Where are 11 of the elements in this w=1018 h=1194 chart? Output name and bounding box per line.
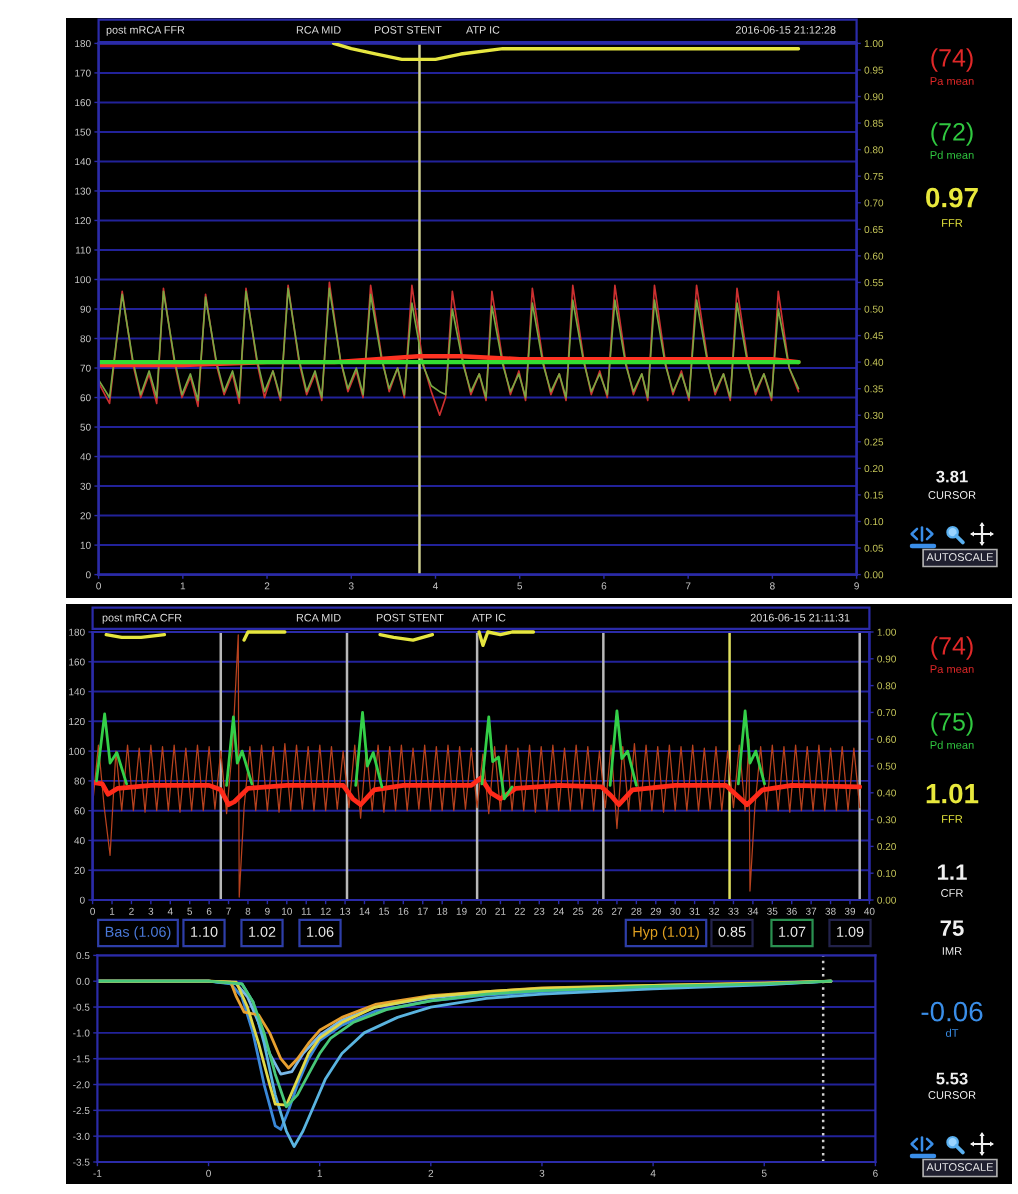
text: 5.53: [936, 1072, 968, 1085]
text: (75): [931, 712, 973, 736]
text: (74): [931, 636, 973, 660]
text: 1.01: [926, 783, 979, 804]
text: (72): [931, 122, 973, 146]
text: 3.81: [936, 470, 968, 483]
text: 1.1: [937, 864, 967, 880]
text: (74): [931, 48, 973, 72]
text: 75: [940, 920, 964, 936]
text: 0.97: [926, 187, 978, 208]
text: -0.06: [921, 1001, 983, 1022]
